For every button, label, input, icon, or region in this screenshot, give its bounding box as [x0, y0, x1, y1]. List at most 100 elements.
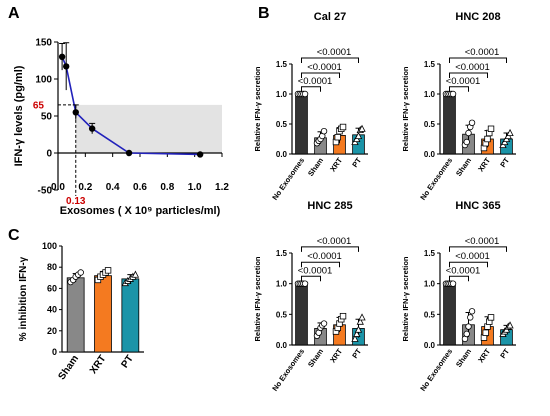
- data-point: [465, 129, 472, 137]
- significance-bracket: [301, 57, 359, 63]
- data-point: [334, 133, 341, 141]
- p-value-label: <0.0001: [446, 265, 481, 276]
- p-value-label: <0.0001: [446, 76, 481, 87]
- y-axis-title: IFN-γ levels (pg/ml): [13, 65, 25, 166]
- bar-xrt: [94, 275, 112, 353]
- chart-a-line: -50 0 50 100 150 0.0 0.2 0.4 0.6 0.8 1.0 1.2 65 0.13E…: [13, 38, 229, 218]
- y-tick-label: 0.5: [424, 310, 436, 319]
- x-tick-label: PT: [350, 156, 363, 169]
- data-point: [301, 90, 309, 98]
- x-tick-label: Sham: [454, 156, 473, 178]
- y-tick-label: 1.5: [276, 249, 288, 258]
- x-tick-label: PT: [350, 347, 363, 360]
- data-point: [339, 312, 347, 320]
- y-tick-label: 60: [47, 283, 57, 293]
- x-tick-label: No Exosomes: [270, 347, 306, 393]
- x-tick-label: PT: [119, 353, 135, 370]
- chart-b-hnc208: 0.0 0.5 1.0 1.5 No Exosomes Sham XRT PT HNC 208 R…: [401, 11, 516, 202]
- x-tick-label: XRT: [476, 156, 492, 174]
- bar-pt: [121, 278, 140, 353]
- y-tick-label: 0.5: [424, 120, 436, 129]
- threshold-label: 65: [33, 100, 45, 111]
- data-point: [358, 313, 366, 321]
- x-tick-label: 0.2: [78, 182, 92, 193]
- data-point: [88, 125, 96, 132]
- threshold-shade: [75, 104, 223, 153]
- y-tick-label: 40: [47, 305, 57, 315]
- p-value-label: <0.0001: [307, 251, 342, 262]
- x-tick-label: Sham: [454, 347, 473, 369]
- y-tick-label: 1.0: [424, 280, 436, 289]
- x-tick-label: Sham: [306, 347, 325, 369]
- data-point: [62, 63, 70, 70]
- y-tick-label: 100: [35, 75, 52, 86]
- x-tick-label: PT: [498, 156, 511, 169]
- bar-no-exosomes: [295, 283, 308, 346]
- significance-bracket: [449, 72, 488, 78]
- data-point: [58, 53, 66, 60]
- p-value-label: <0.0001: [317, 47, 352, 58]
- x-tick-label: No Exosomes: [270, 156, 306, 202]
- x-tick-label: No Exosomes: [418, 156, 454, 202]
- ic-label: 0.13: [66, 196, 86, 207]
- significance-bracket: [301, 246, 359, 252]
- chart-b-cal27: 0.0 0.5 1.0 1.5 No Exosomes Sham XRT PT Cal 27 Re…: [253, 11, 368, 202]
- p-value-label: <0.0001: [455, 62, 490, 73]
- x-tick-label: 0.4: [106, 182, 120, 193]
- x-axis-title: Exosomes ( X 10⁹ particles/ml): [60, 205, 221, 217]
- significance-bracket: [449, 86, 469, 92]
- y-axis-title: % inhibition IFN-γ: [18, 256, 29, 341]
- y-tick-label: 1.5: [276, 60, 288, 69]
- data-point: [356, 317, 364, 325]
- panel-letter-b: B: [258, 5, 270, 22]
- x-tick-label: 0.6: [133, 182, 147, 193]
- p-value-label: <0.0001: [455, 251, 490, 262]
- x-tick-label: 0.8: [160, 182, 174, 193]
- significance-bracket: [301, 72, 340, 78]
- data-point: [449, 90, 457, 98]
- data-point: [125, 149, 133, 157]
- data-point: [72, 109, 79, 116]
- data-point: [465, 323, 472, 330]
- significance-bracket: [301, 275, 321, 282]
- y-tick-label: 0.0: [424, 341, 436, 350]
- data-point: [77, 269, 84, 276]
- chart-c-inhibition: 0 20 40 60 80 100 Sham XRT PT % inhibition IFN-γ: [18, 241, 144, 382]
- bar-no-exosomes: [443, 283, 456, 346]
- y-tick-label: 50: [41, 112, 53, 123]
- y-tick-label: 1.5: [424, 249, 436, 258]
- data-point: [351, 334, 359, 342]
- panel-letter-a: A: [8, 5, 20, 22]
- y-axis-title: Relative IFN-γ secretion: [401, 256, 410, 341]
- p-value-label: <0.0001: [317, 236, 352, 247]
- significance-bracket: [449, 246, 507, 252]
- p-value-label: <0.0001: [465, 236, 500, 247]
- y-axis-title: Relative IFN-γ secretion: [401, 66, 410, 151]
- data-point: [131, 270, 140, 278]
- data-point: [449, 280, 457, 287]
- panel-letter-c: C: [8, 227, 20, 244]
- x-tick-label: XRT: [328, 347, 344, 365]
- y-tick-label: 1.5: [424, 60, 436, 69]
- y-tick-label: 1.0: [276, 90, 288, 99]
- y-axis-title: Relative IFN-γ secretion: [253, 256, 262, 341]
- data-point: [358, 124, 366, 132]
- x-tick-label: 0.0: [51, 182, 65, 193]
- x-tick-label: 1.0: [188, 182, 202, 193]
- data-point: [506, 321, 514, 329]
- data-point: [320, 320, 328, 327]
- y-tick-label: 0: [46, 149, 52, 160]
- data-point: [104, 267, 112, 274]
- x-tick-label: Sham: [306, 156, 325, 178]
- x-tick-label: Sham: [56, 353, 81, 382]
- bar-no-exosomes: [295, 93, 308, 155]
- y-tick-label: 0.0: [276, 150, 288, 159]
- data-point: [301, 280, 309, 287]
- data-point: [468, 308, 476, 315]
- x-tick-label: XRT: [88, 353, 108, 376]
- significance-bracket: [301, 261, 340, 268]
- data-point: [484, 135, 491, 143]
- p-value-label: <0.0001: [298, 76, 333, 87]
- x-tick-label: 1.2: [215, 182, 229, 193]
